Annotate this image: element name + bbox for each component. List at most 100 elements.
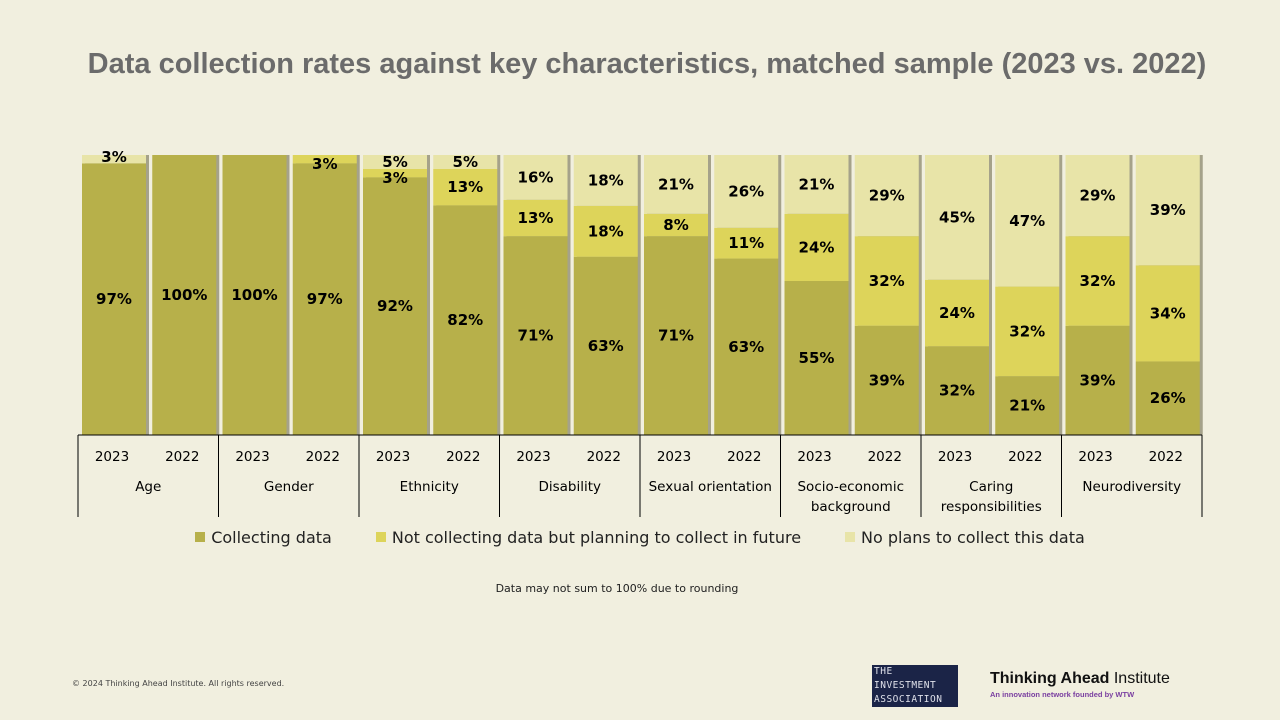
bar-segment <box>433 155 498 169</box>
data-label: 26% <box>728 182 764 200</box>
year-tick-label: 2023 <box>657 449 691 465</box>
bar-segment <box>784 155 849 214</box>
bar-segment <box>433 169 498 206</box>
bar-segment <box>503 155 568 200</box>
data-label: 29% <box>869 187 905 205</box>
data-label: 100% <box>231 286 277 304</box>
data-label: 3% <box>101 148 126 166</box>
bar-segment <box>1065 325 1130 435</box>
bar-segment <box>714 258 779 435</box>
data-label: 21% <box>658 175 694 193</box>
data-label: 18% <box>588 222 624 240</box>
legend-swatch <box>195 532 206 542</box>
data-label: 39% <box>869 371 905 389</box>
investment-association-logo: THE INVESTMENT ASSOCIATION <box>872 665 958 707</box>
bar-segment <box>644 213 708 237</box>
data-label: 34% <box>1150 304 1186 322</box>
data-label: 13% <box>447 178 483 196</box>
bar-segment <box>82 155 146 164</box>
bar-segment <box>222 155 287 435</box>
year-tick-label: 2022 <box>868 449 902 465</box>
bar-segment <box>925 346 989 435</box>
bar-segment <box>152 155 217 435</box>
chart-title: Data collection rates against key charac… <box>87 48 1207 80</box>
bar-segment <box>1135 265 1200 362</box>
bar-segment <box>854 325 919 435</box>
data-label: 13% <box>518 209 554 227</box>
group-label: Gender <box>264 479 314 495</box>
group-label: Age <box>135 479 161 495</box>
stacked-bar-chart: 97%3%2023100%2022Age100%202397%3%2022Gen… <box>77 148 1203 517</box>
data-label: 32% <box>869 272 905 290</box>
year-tick-label: 2022 <box>306 449 340 465</box>
data-label: 39% <box>1080 371 1116 389</box>
data-label: 97% <box>96 290 132 308</box>
bar-segment <box>995 286 1060 377</box>
data-label: 97% <box>307 290 343 308</box>
bar-segment <box>925 279 989 347</box>
legend-item: Not collecting data but planning to coll… <box>375 528 801 547</box>
bar-segment <box>292 163 357 435</box>
bar-segment <box>714 155 779 228</box>
legend-label: Collecting data <box>211 528 332 547</box>
bar-segment <box>573 256 638 435</box>
copyright: © 2024 Thinking Ahead Institute. All rig… <box>72 679 285 688</box>
data-label: 18% <box>588 171 624 189</box>
bar-segment <box>1135 155 1200 266</box>
bar-segment <box>644 236 708 435</box>
group-label: Disability <box>538 479 601 495</box>
data-label: 55% <box>799 349 835 367</box>
data-label: 11% <box>728 234 764 252</box>
bar-segment <box>644 155 708 214</box>
data-label: 63% <box>588 337 624 355</box>
data-label: 24% <box>939 304 975 322</box>
year-tick-label: 2023 <box>235 449 269 465</box>
data-label: 71% <box>658 327 694 345</box>
bar-segment <box>573 205 638 257</box>
group-label: Caring <box>969 479 1013 495</box>
year-tick-label: 2022 <box>165 449 199 465</box>
bar-segment <box>995 376 1060 435</box>
data-label: 5% <box>453 153 478 171</box>
data-label: 21% <box>799 175 835 193</box>
bar-segment <box>1065 155 1130 237</box>
data-label: 5% <box>382 153 407 171</box>
bar-segment <box>1135 361 1200 435</box>
data-label: 26% <box>1150 389 1186 407</box>
year-tick-label: 2022 <box>446 449 480 465</box>
data-label: 16% <box>518 168 554 186</box>
data-label: 32% <box>1009 322 1045 340</box>
data-label: 3% <box>382 169 407 187</box>
data-label: 82% <box>447 311 483 329</box>
data-label: 92% <box>377 297 413 315</box>
legend-label: No plans to collect this data <box>861 528 1085 547</box>
data-label: 100% <box>161 286 207 304</box>
bar-segment <box>784 281 849 435</box>
data-label: 32% <box>939 382 975 400</box>
year-tick-label: 2022 <box>1149 449 1183 465</box>
year-tick-label: 2023 <box>516 449 550 465</box>
data-label: 47% <box>1009 212 1045 230</box>
year-tick-label: 2023 <box>376 449 410 465</box>
bar-segment <box>854 155 919 237</box>
thinking-ahead-institute-logo: Thinking Ahead Institute An innovation n… <box>990 670 1170 699</box>
legend-item: No plans to collect this data <box>845 528 1085 547</box>
bar-segment <box>82 163 146 435</box>
bar-segment <box>503 236 568 435</box>
data-label: 8% <box>663 216 688 234</box>
year-tick-label: 2022 <box>1008 449 1042 465</box>
bar-segment <box>1065 236 1130 326</box>
year-tick-label: 2022 <box>727 449 761 465</box>
bar-segment <box>363 155 427 169</box>
group-label: background <box>811 499 891 515</box>
bar-segment <box>925 155 989 280</box>
data-label: 39% <box>1150 201 1186 219</box>
year-tick-label: 2023 <box>1078 449 1112 465</box>
group-label: Ethnicity <box>400 479 459 495</box>
rounding-note: Data may not sum to 100% due to rounding <box>495 582 739 595</box>
legend-swatch <box>845 532 856 542</box>
bar-segment <box>363 177 427 435</box>
data-label: 32% <box>1080 272 1116 290</box>
legend-item: Collecting data <box>195 528 332 547</box>
year-tick-label: 2023 <box>95 449 129 465</box>
